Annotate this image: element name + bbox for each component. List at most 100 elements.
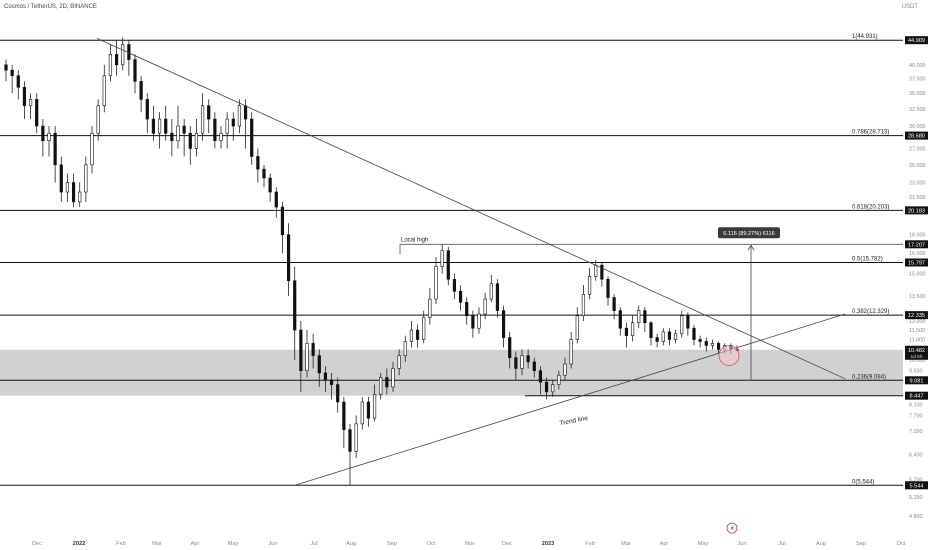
- x-tick-label: Jun: [268, 541, 277, 547]
- descending-trend-line: [96, 37, 846, 380]
- fib-level-label: 0.786(28.713): [852, 130, 889, 136]
- candle-body: [170, 132, 174, 142]
- lightning-glyph: [730, 524, 734, 532]
- candle-body: [563, 363, 567, 376]
- candle-body: [422, 317, 426, 340]
- candle-body: [151, 118, 156, 134]
- candle-body: [336, 384, 340, 403]
- y-tick-label: 35.000: [909, 91, 926, 97]
- candle-body: [268, 177, 272, 193]
- candle-body: [299, 329, 303, 371]
- candle-body: [643, 310, 647, 324]
- candle-body: [53, 132, 57, 166]
- fib-level-label: 0.236(9.084): [852, 374, 886, 380]
- y-tick-label: 11.500: [909, 328, 925, 334]
- candle-body: [526, 355, 530, 363]
- candle-body: [47, 132, 51, 142]
- candle-body: [544, 381, 549, 393]
- candle-body: [243, 105, 248, 120]
- price-tag-label: 10.482: [908, 348, 925, 354]
- price-tag-box: [905, 258, 928, 267]
- candle-body: [342, 401, 346, 430]
- candle-body: [108, 54, 113, 77]
- candle-body: [71, 182, 76, 203]
- candle-body: [28, 99, 33, 107]
- candle-body: [680, 315, 684, 335]
- price-tag-label: 44.909: [908, 38, 925, 44]
- candle-body: [397, 355, 401, 369]
- y-tick-label: 6.400: [909, 453, 923, 459]
- candle-body: [495, 283, 500, 311]
- candle-body: [22, 86, 27, 107]
- y-tick-label: 8.100: [909, 403, 923, 409]
- currency-unit: USDT: [901, 4, 918, 10]
- candle-body: [360, 401, 364, 425]
- x-tick-label: 2023: [542, 541, 554, 547]
- candle-body: [16, 75, 20, 88]
- x-tick-label: Dec: [32, 541, 42, 547]
- candle-body: [139, 81, 143, 100]
- x-tick-label: Sep: [387, 541, 397, 547]
- price-tag-box: [905, 311, 928, 320]
- y-tick-label: 37.500: [909, 77, 926, 83]
- candle-body: [121, 44, 125, 66]
- y-tick-label: 25.000: [909, 163, 926, 169]
- candle-body: [465, 302, 469, 317]
- y-tick-label: 13.500: [909, 294, 926, 300]
- candle-body: [96, 105, 100, 134]
- candle-body: [557, 374, 561, 385]
- candle-body: [329, 379, 334, 385]
- candle-body: [618, 310, 622, 329]
- candle-body: [35, 99, 39, 127]
- price-tag-label: 12.335: [908, 313, 925, 319]
- candle-body: [41, 125, 45, 142]
- x-tick-label: Sep: [856, 541, 866, 547]
- candle-body: [102, 75, 106, 107]
- price-tag-box: [905, 376, 928, 385]
- candle-body: [716, 343, 721, 350]
- candle-body: [520, 355, 524, 369]
- candle-body: [698, 339, 702, 342]
- y-tick-label: 18.000: [909, 233, 926, 239]
- candle-body: [366, 401, 371, 419]
- y-tick-label: 12.000: [909, 319, 926, 325]
- x-tick-label: Apr: [660, 541, 669, 547]
- x-tick-label: 2022: [73, 541, 85, 547]
- x-tick-label: Feb: [585, 541, 595, 547]
- candle-body: [237, 105, 242, 127]
- candle-body: [311, 343, 315, 356]
- candle-body: [194, 132, 199, 149]
- y-tick-label: 30.000: [909, 124, 926, 130]
- candle-body: [673, 333, 678, 340]
- candle-body: [624, 327, 629, 336]
- y-tick-label: 27.000: [909, 146, 926, 152]
- candle-body: [250, 118, 254, 157]
- candle-body: [262, 168, 266, 179]
- candle-body: [157, 118, 162, 134]
- x-tick-label: Feb: [116, 541, 126, 547]
- price-tag-box: [905, 131, 928, 140]
- candle-body: [587, 276, 592, 295]
- candle-body: [501, 310, 506, 338]
- candle-body: [84, 164, 88, 193]
- candle-body: [637, 310, 641, 324]
- candle-body: [692, 327, 696, 340]
- candle-body: [348, 429, 352, 452]
- price-tag-sublabel: 1d 6h: [910, 354, 922, 360]
- candle-body: [415, 329, 420, 340]
- candle-body: [372, 394, 377, 419]
- candle-body: [305, 343, 309, 371]
- price-tag-label: 17.207: [908, 242, 925, 248]
- y-tick-label: 11.000: [909, 338, 925, 344]
- fib-level-label: 0.382(12.329): [852, 309, 889, 315]
- price-tag-box: [905, 481, 928, 490]
- candle-body: [428, 298, 432, 318]
- y-tick-label: 15.000: [909, 272, 926, 278]
- candle-body: [630, 322, 635, 336]
- x-tick-label: Nov: [465, 541, 475, 547]
- x-tick-label: Aug: [816, 541, 826, 547]
- candle-body: [59, 164, 63, 193]
- x-tick-label: Jul: [310, 541, 317, 547]
- fib-level-label: 0(5.544): [852, 479, 874, 485]
